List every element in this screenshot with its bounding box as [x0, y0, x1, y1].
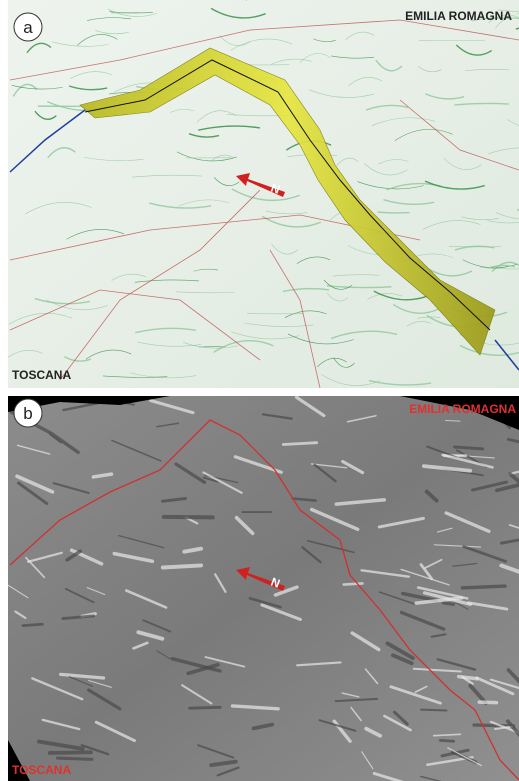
texture-line [23, 624, 42, 625]
panel-b: N [8, 396, 519, 781]
texture-line [57, 758, 91, 759]
panel-label: a [23, 18, 33, 37]
texture-line [474, 725, 514, 726]
texture-line [479, 702, 496, 703]
figure: N a EMILIA ROMAGNA TOSCANA N b EMILIA RO… [0, 0, 519, 781]
region-label: TOSCANA [12, 368, 71, 382]
texture-line [421, 710, 446, 711]
panel-label: b [23, 404, 32, 423]
texture-line [462, 586, 504, 588]
contour-map [8, 0, 519, 388]
texture-line [164, 517, 213, 518]
panel-a: N [8, 0, 519, 388]
texture-line [283, 443, 316, 445]
texture-line [344, 583, 363, 584]
region-label: TOSCANA [12, 763, 71, 777]
texture-line [50, 752, 91, 753]
region-label: EMILIA ROMAGNA [409, 402, 516, 416]
texture-line [378, 212, 410, 213]
texture-line [443, 603, 453, 604]
texture-line [446, 420, 460, 421]
region-label: EMILIA ROMAGNA [405, 9, 512, 23]
texture-line [163, 565, 201, 567]
texture-line [440, 740, 453, 741]
texture-line [455, 447, 483, 449]
texture-line [190, 707, 221, 708]
